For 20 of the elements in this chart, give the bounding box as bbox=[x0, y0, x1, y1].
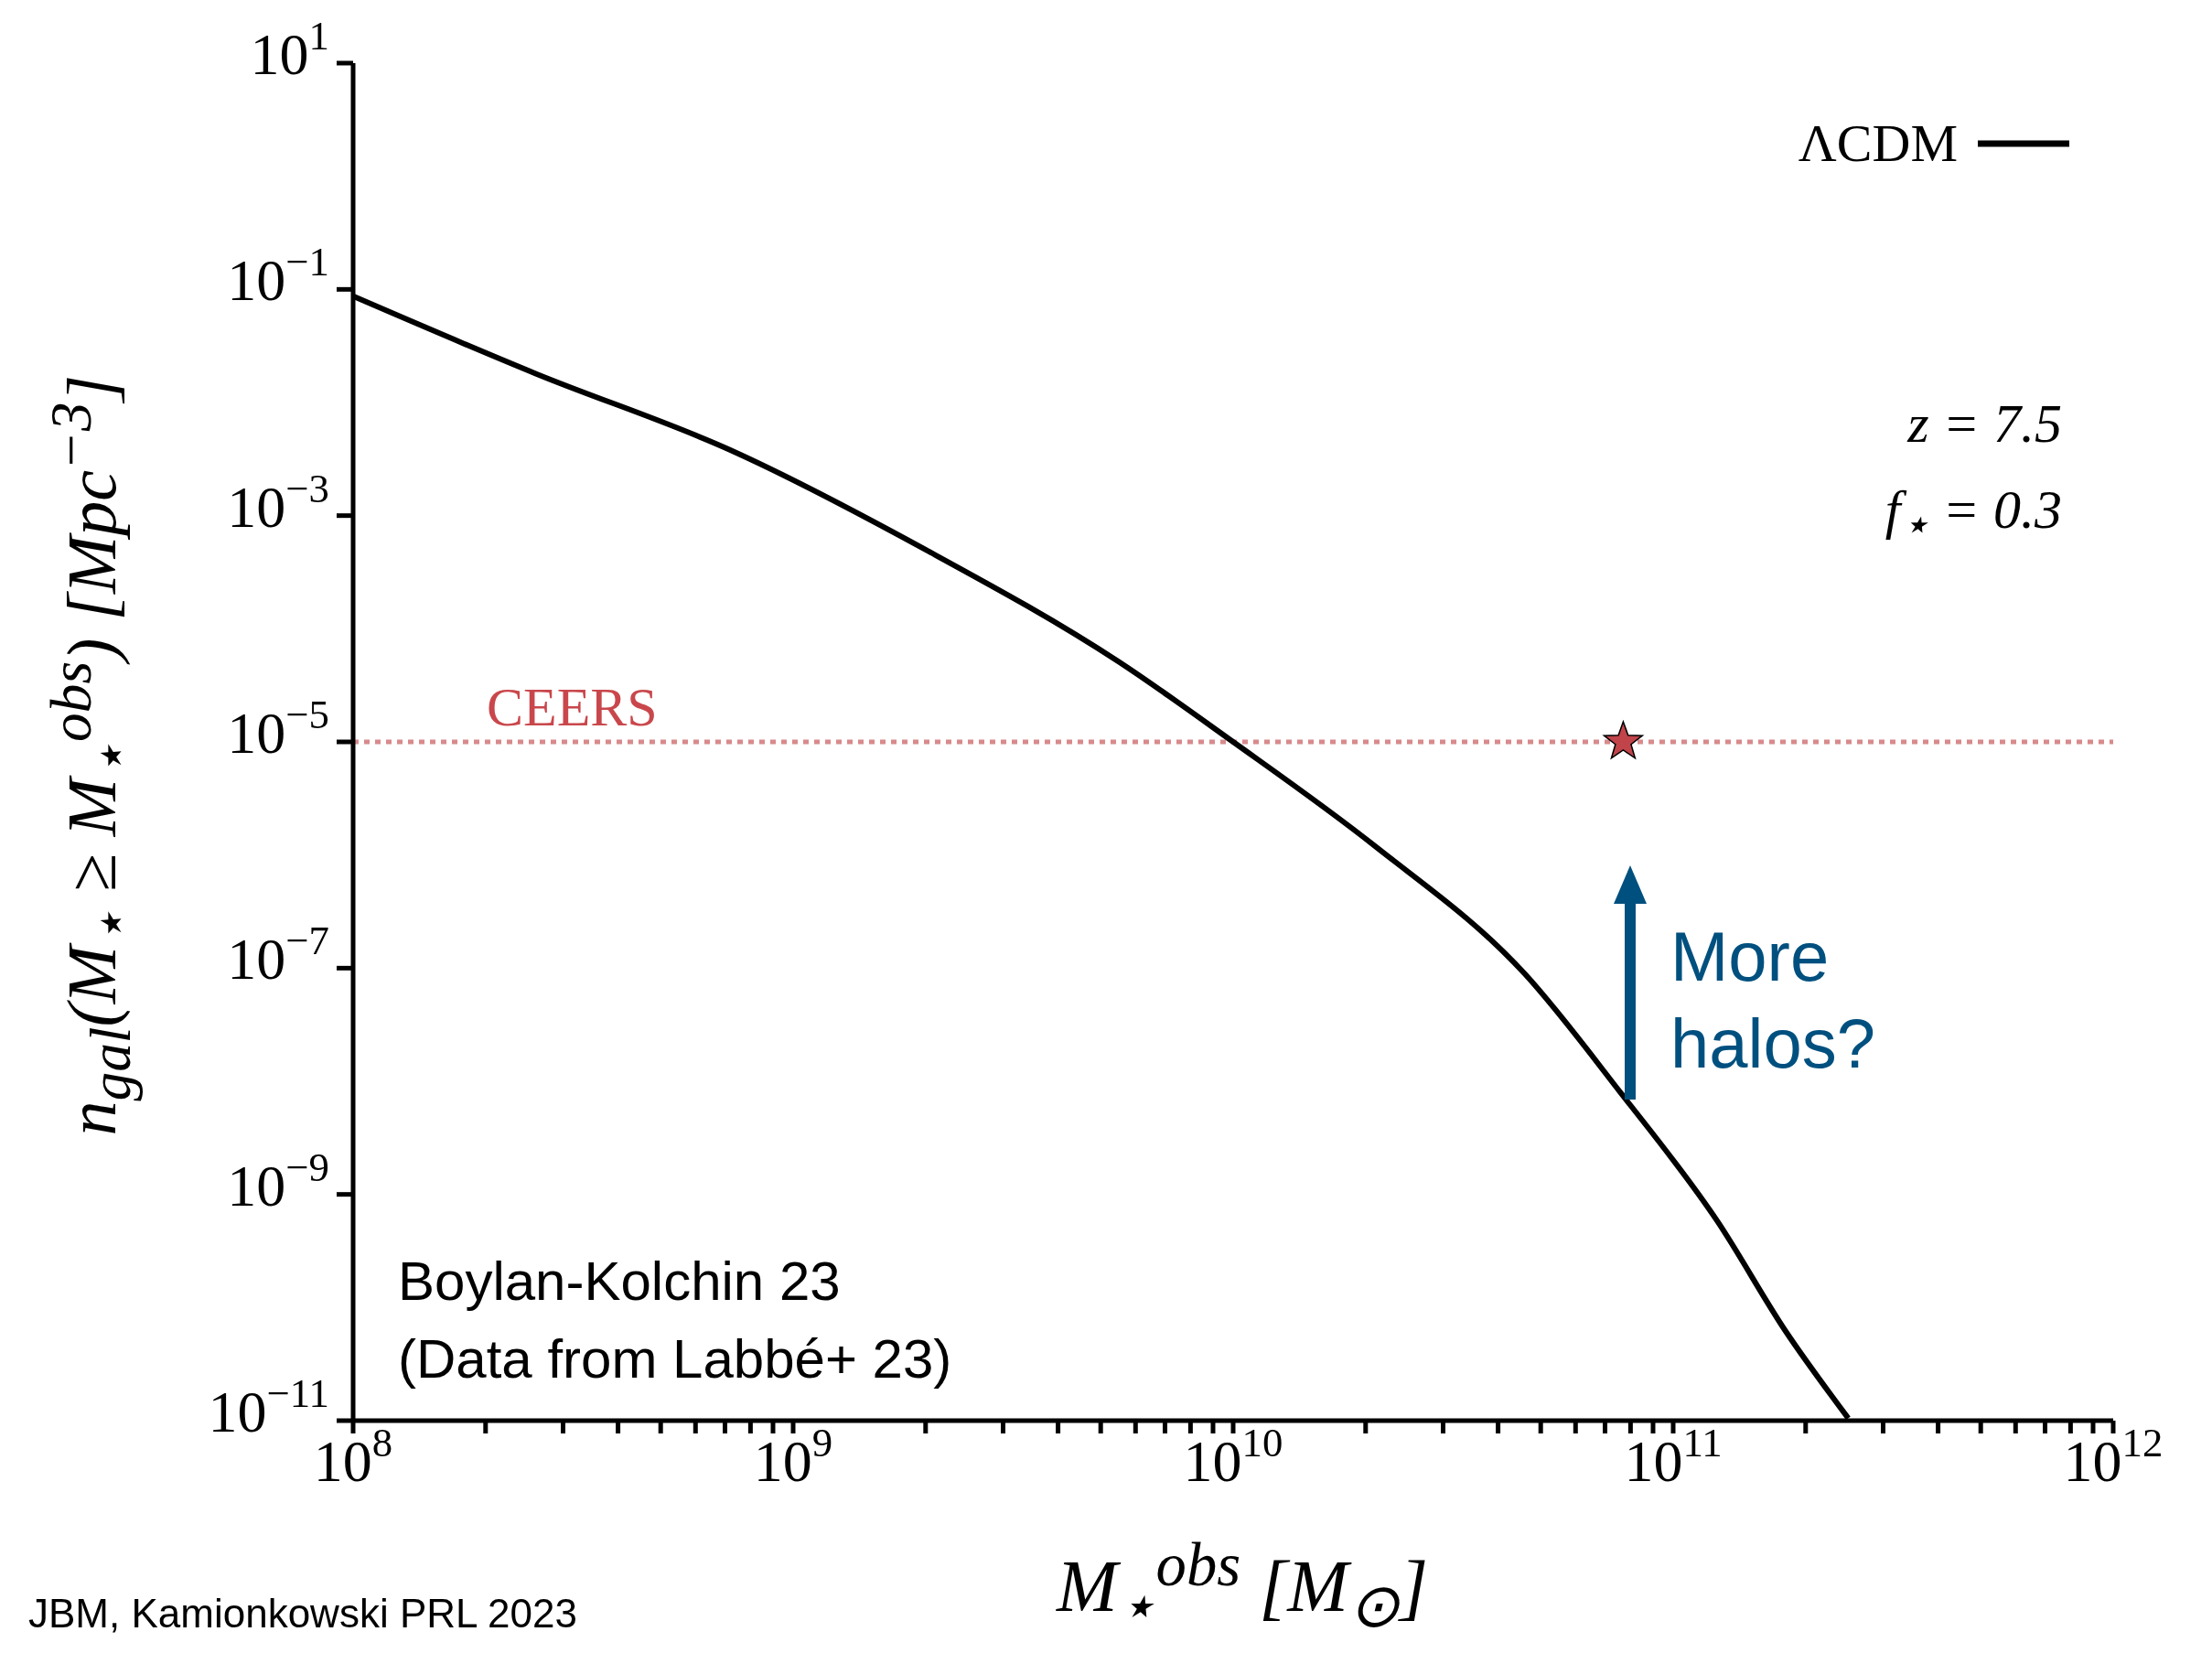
y-tick-label: 10$^{−9}$ bbox=[227, 1143, 329, 1218]
text: JBM, Kamionkowski PRL 2023 bbox=[28, 1590, 577, 1637]
x-tick-label: 10$^{12}$ bbox=[2063, 1420, 2164, 1494]
y-tick-label: 10$^{−7}$ bbox=[227, 918, 329, 993]
legend-label: ΛCDM bbox=[1798, 113, 1958, 174]
annotation: z = 7.5 bbox=[1907, 392, 2062, 456]
x-tick-label: 10$^{8}$ bbox=[313, 1420, 393, 1494]
y-tick-label: 10$^{−5}$ bbox=[227, 692, 329, 766]
annotation: Boylan-Kolchin 23 bbox=[398, 1250, 841, 1314]
annotation: f$_{⋆}$ = 0.3 bbox=[1884, 478, 2062, 552]
annotation: More halos? bbox=[1670, 917, 1876, 1084]
x-tick-label: 10$^{9}$ bbox=[753, 1420, 833, 1494]
annotation: (Data from Labbé+ 23) bbox=[398, 1327, 952, 1391]
ref-line-label: CEERS bbox=[487, 677, 658, 737]
y-tick-label: 10$^{−1}$ bbox=[227, 239, 329, 314]
x-tick-label: 10$^{11}$ bbox=[1624, 1420, 1723, 1494]
x-tick-label: 10$^{10}$ bbox=[1183, 1420, 1283, 1494]
y-tick-label: 10$^{−3}$ bbox=[227, 465, 329, 540]
x-axis-title: M$_{⋆}$$^{obs}$ [M$_{⊙}$] bbox=[1055, 1530, 1430, 1637]
y-tick-label: 10$^{1}$ bbox=[250, 13, 329, 87]
